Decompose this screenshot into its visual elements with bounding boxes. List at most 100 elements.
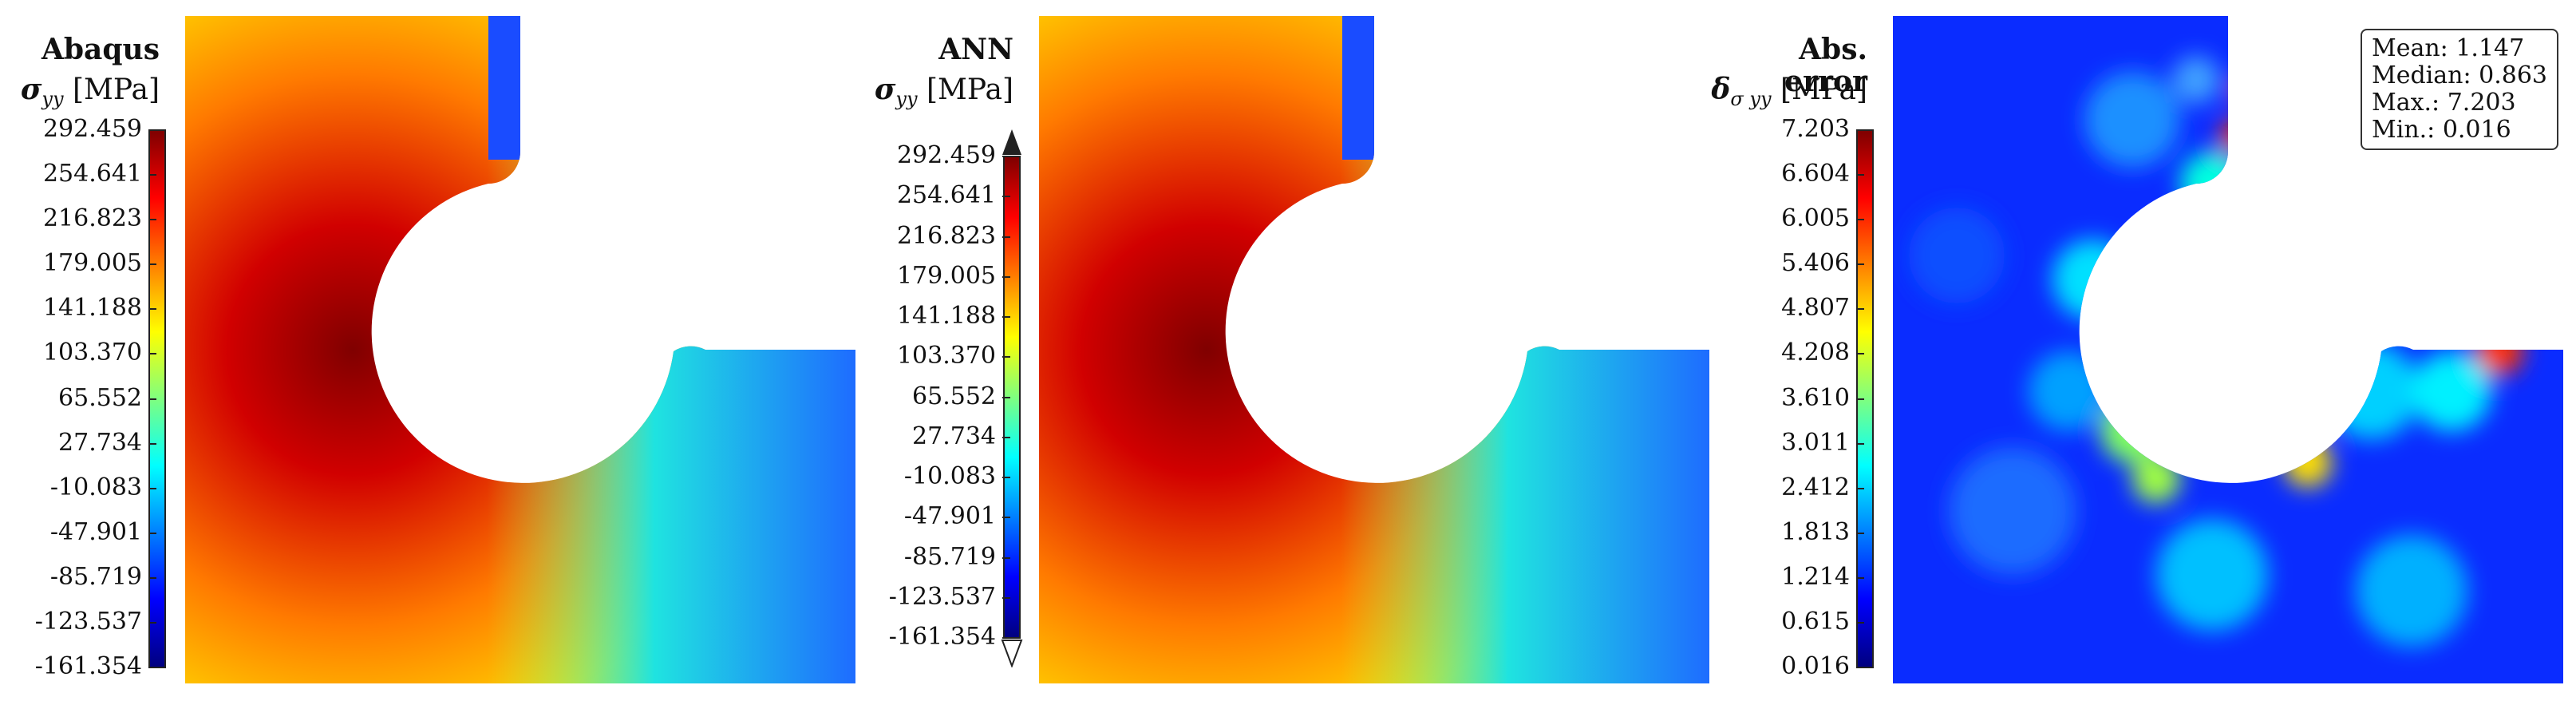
colorbar-tick-mark [1002,596,1010,599]
colorbar-tick-label: 0.016 [1781,652,1850,680]
colorbar-tick-label: 292.459 [896,141,996,169]
colorbar-tick-label: -161.354 [34,652,142,680]
error-hotspot [2053,240,2132,319]
colorbar-tick-label: -123.537 [888,582,996,611]
colorbar-tick-mark [1002,196,1010,198]
error-hotspot [2356,535,2467,647]
error-hotspot [2294,417,2322,446]
colorbar-tick-label: -161.354 [888,623,996,651]
colorbar-tick-label: 1.214 [1781,562,1850,591]
quantity-unit: [MPa] [1780,73,1867,106]
error-hotspot [2234,74,2270,109]
quantity-symbol: σ [874,73,896,106]
colorbar-tick-mark [1002,637,1010,639]
colorbar-tick-label: 179.005 [42,249,142,278]
colorbar-tick-mark [148,174,156,176]
colorbar-tick-mark [148,667,156,668]
error-hotspot [2084,72,2180,168]
colorbar-tick-label: 7.203 [1781,115,1850,143]
colorbar-tick-mark [1002,517,1010,519]
error-hotspot [2132,455,2180,503]
stat-median: Median: 0.863 [2372,61,2548,89]
colorbar-tick-mark [148,129,156,131]
error-hotspot [2220,120,2252,152]
colorbar-tick-label: 65.552 [912,382,996,410]
colorbar-tick-label: 292.459 [42,115,142,143]
colorbar-tick-label: 4.807 [1781,294,1850,323]
quantity-unit: [MPa] [72,73,160,106]
colorbar-tick-mark [148,576,156,579]
error-hotspot [1949,447,2076,575]
colorbar-tick-mark [1856,487,1864,489]
colorbar-tick-label: 1.813 [1781,517,1850,546]
error-hotspot [2156,519,2268,631]
quantity-subscript: yy [41,88,64,111]
colorbar-tick-label: 5.406 [1781,249,1850,278]
colorbar-tick-label: 216.823 [896,221,996,250]
colorbar-tick-label: 3.011 [1781,428,1850,457]
colorbar-tick-mark [1856,621,1864,624]
colorbar-tick-mark [148,263,156,266]
panel-title: ANN [938,33,1013,66]
stress-field-abaqus [185,16,855,683]
colorbar-tick-mark [1856,532,1864,534]
colorbar-tick-mark [1856,174,1864,176]
quantity-label: σyy [MPa] [0,73,160,115]
colorbar-tick-mark [1002,316,1010,318]
quantity-label: δσ yy [MPa] [1676,73,1867,115]
colorbar-tick-label: 141.188 [42,294,142,323]
stat-max: Max.: 7.203 [2372,89,2516,117]
colorbar-tick-mark [1856,667,1864,668]
colorbar-tick-mark [1002,436,1010,438]
colorbar-tick-mark [1002,156,1010,157]
colorbar-tick-mark [1856,398,1864,400]
colorbar-tick-label: -47.901 [49,517,142,546]
colorbar-tick-mark [148,442,156,445]
colorbar-tick-mark [1856,219,1864,221]
error-hotspot [2029,351,2108,431]
colorbar-tick-label: -10.083 [49,473,142,501]
stat-mean: Mean: 1.147 [2372,34,2525,62]
error-hotspot [2412,351,2491,431]
colorbar-tick-label: 4.208 [1781,339,1850,367]
colorbar-tick-mark [1856,263,1864,266]
colorbar-tick-label: -85.719 [49,562,142,591]
error-hotspot [2284,439,2332,487]
colorbar-tick-mark [1856,576,1864,579]
error-hotspot [2324,343,2420,439]
quantity-symbol: δ [1711,73,1731,106]
quantity-subscript: yy [895,88,918,111]
colorbar-tick-label: 2.412 [1781,473,1850,501]
colorbar-tick-label: 6.005 [1781,204,1850,233]
colorbar-tick-label: 27.734 [912,422,996,450]
colorbar-tick-label: 254.641 [42,160,142,188]
error-hotspot [1909,208,2005,303]
panel-title: Abs. error [1784,33,1867,98]
colorbar-tick-mark [1002,396,1010,398]
colorbar-tick-mark [148,219,156,221]
colorbar-tick-label: 27.734 [58,428,142,457]
colorbar-tick-label: 254.641 [896,181,996,210]
stat-min: Min.: 0.016 [2372,116,2511,144]
colorbar-tick-mark [1856,129,1864,131]
quantity-symbol: σ [20,73,42,106]
colorbar-tick-mark [148,353,156,355]
colorbar-tick-label: 179.005 [896,261,996,290]
quantity-unit: [MPa] [926,73,1013,106]
colorbar-tick-mark [1856,308,1864,311]
stress-field-ann [1039,16,1709,683]
colorbar-tick-mark [148,532,156,534]
colorbar-tick-mark [1856,353,1864,355]
colorbar-tick-mark [1002,477,1010,478]
colorbar-tick-label: -10.083 [903,462,996,490]
colorbar-tick-label: -85.719 [903,542,996,571]
error-hotspot [2100,399,2164,463]
colorbar-tick-label: 65.552 [58,383,142,412]
colorbar-tick-label: 216.823 [42,204,142,233]
error-hotspot [2172,56,2220,104]
colorbar-extend-min-icon [1001,640,1023,667]
colorbar-tick-label: 103.370 [42,339,142,367]
colorbar-tick-label: 0.615 [1781,607,1850,636]
panel-title: Abaqus [41,33,160,66]
quantity-subscript: σ yy [1730,88,1772,111]
